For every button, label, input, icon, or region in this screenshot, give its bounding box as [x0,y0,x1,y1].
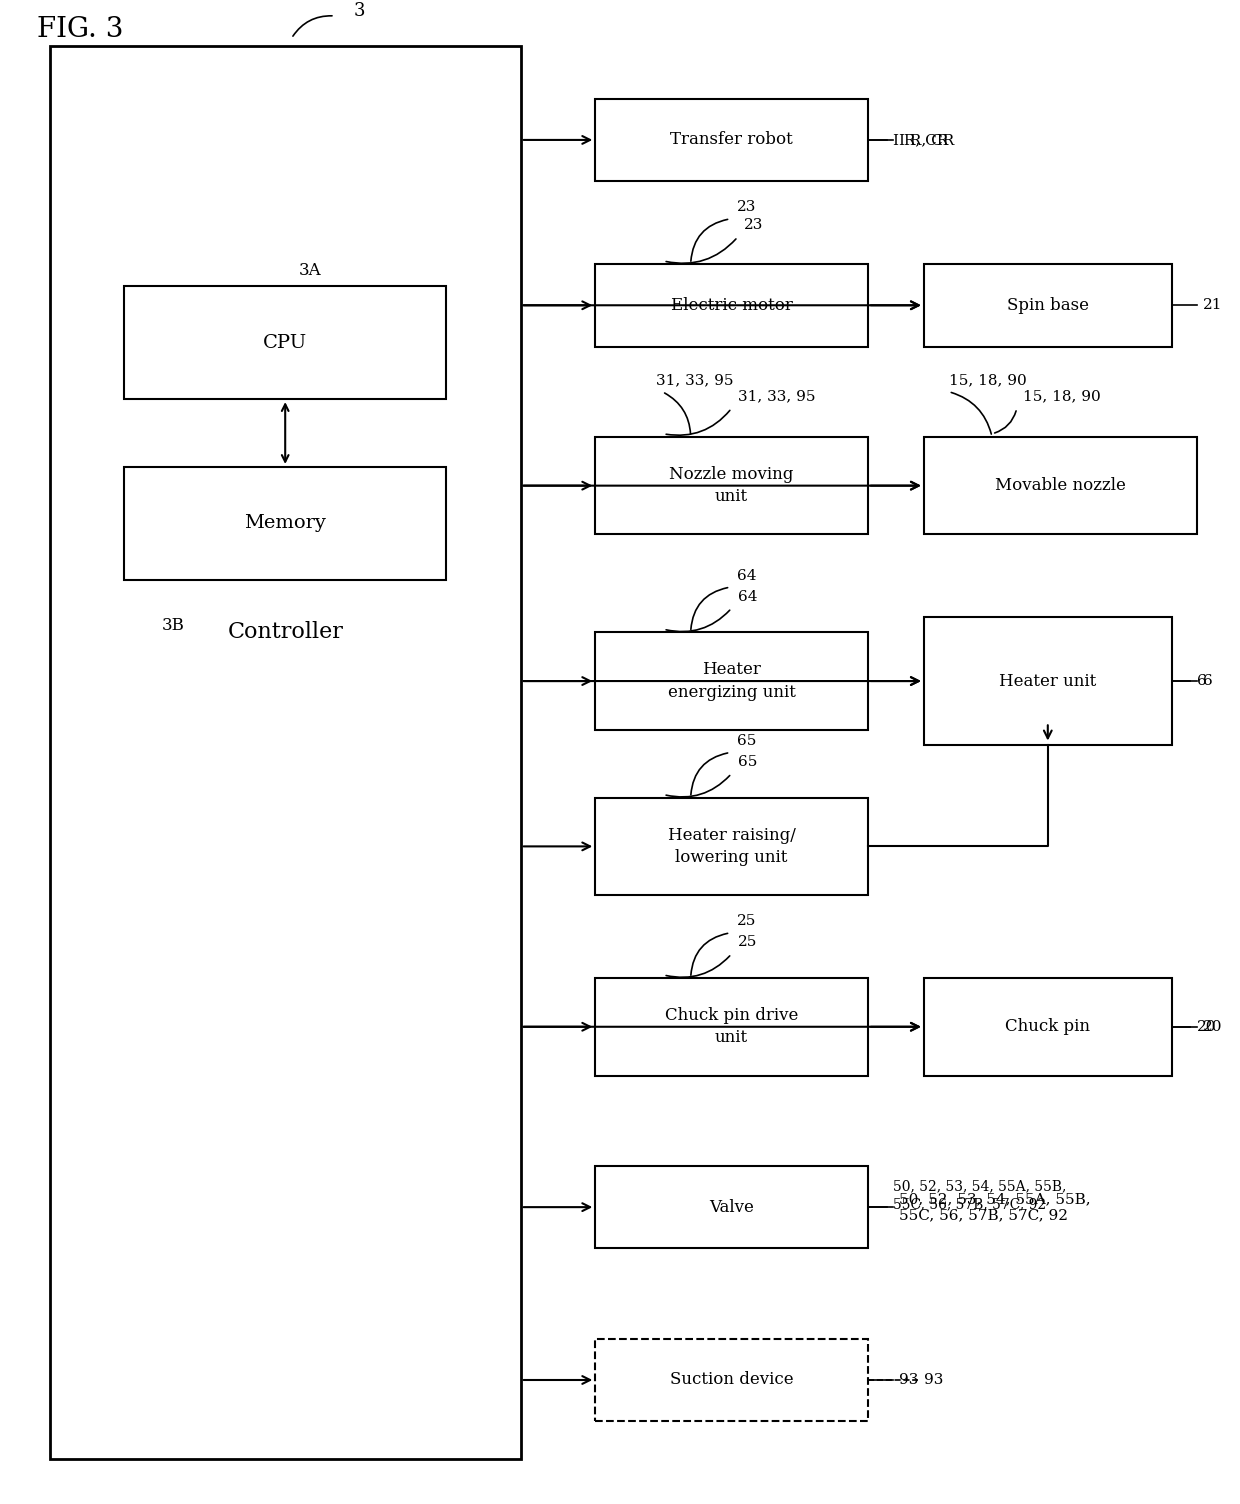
Text: Spin base: Spin base [1007,296,1089,314]
Text: 64: 64 [738,590,758,603]
Text: FIG. 3: FIG. 3 [37,17,124,44]
Text: Heater raising/
lowering unit: Heater raising/ lowering unit [667,827,796,866]
Text: 15, 18, 90: 15, 18, 90 [949,373,1027,387]
Text: 20: 20 [1197,1020,1216,1033]
Text: Heater unit: Heater unit [999,672,1096,689]
Text: 64: 64 [737,569,756,582]
Text: 3A: 3A [299,262,321,278]
Text: 23: 23 [737,200,756,215]
FancyBboxPatch shape [924,978,1172,1075]
Text: Electric motor: Electric motor [671,296,792,314]
Text: 25: 25 [737,914,756,928]
Text: Valve: Valve [709,1199,754,1215]
Text: Nozzle moving
unit: Nozzle moving unit [670,466,794,505]
Text: 15, 18, 90: 15, 18, 90 [1023,390,1101,403]
Text: 50, 52, 53, 54, 55A, 55B,
55C, 56, 57B, 57C, 92: 50, 52, 53, 54, 55A, 55B, 55C, 56, 57B, … [899,1193,1091,1223]
Text: 93: 93 [899,1373,919,1387]
FancyBboxPatch shape [595,436,868,534]
Text: Chuck pin: Chuck pin [1006,1018,1090,1035]
Text: Chuck pin drive
unit: Chuck pin drive unit [665,1008,799,1047]
FancyBboxPatch shape [595,978,868,1075]
Text: 6: 6 [1197,674,1207,687]
Text: 65: 65 [738,755,758,769]
FancyBboxPatch shape [595,1166,868,1248]
FancyBboxPatch shape [924,436,1197,534]
FancyBboxPatch shape [50,47,521,1459]
Text: Memory: Memory [244,514,326,532]
Text: Controller: Controller [227,621,343,644]
FancyBboxPatch shape [924,617,1172,744]
Text: I R, CR: I R, CR [899,132,955,147]
FancyBboxPatch shape [924,263,1172,346]
Text: 31, 33, 95: 31, 33, 95 [656,373,734,387]
Text: 20: 20 [1203,1020,1223,1033]
Text: Transfer robot: Transfer robot [671,131,792,149]
Text: CPU: CPU [263,334,308,352]
FancyBboxPatch shape [124,466,446,579]
Text: 3B: 3B [162,617,185,635]
Text: 25: 25 [738,935,758,949]
FancyBboxPatch shape [595,99,868,182]
Text: 21: 21 [1203,298,1223,313]
Text: Suction device: Suction device [670,1372,794,1388]
Text: Movable nozzle: Movable nozzle [994,477,1126,495]
Text: 50, 52, 53, 54, 55A, 55B,
55C, 56, 57B, 57C, 92: 50, 52, 53, 54, 55A, 55B, 55C, 56, 57B, … [893,1179,1066,1211]
FancyBboxPatch shape [595,632,868,729]
Text: 23: 23 [744,218,764,233]
FancyBboxPatch shape [124,286,446,399]
FancyBboxPatch shape [595,1339,868,1421]
Text: 31, 33, 95: 31, 33, 95 [738,390,816,403]
Text: 6: 6 [1203,674,1213,687]
FancyBboxPatch shape [595,797,868,895]
Text: 65: 65 [737,734,756,747]
Text: Heater
energizing unit: Heater energizing unit [667,662,796,701]
FancyBboxPatch shape [595,263,868,346]
Text: I R, CR: I R, CR [893,132,949,147]
Text: 93: 93 [924,1373,944,1387]
Text: 3: 3 [353,3,365,21]
